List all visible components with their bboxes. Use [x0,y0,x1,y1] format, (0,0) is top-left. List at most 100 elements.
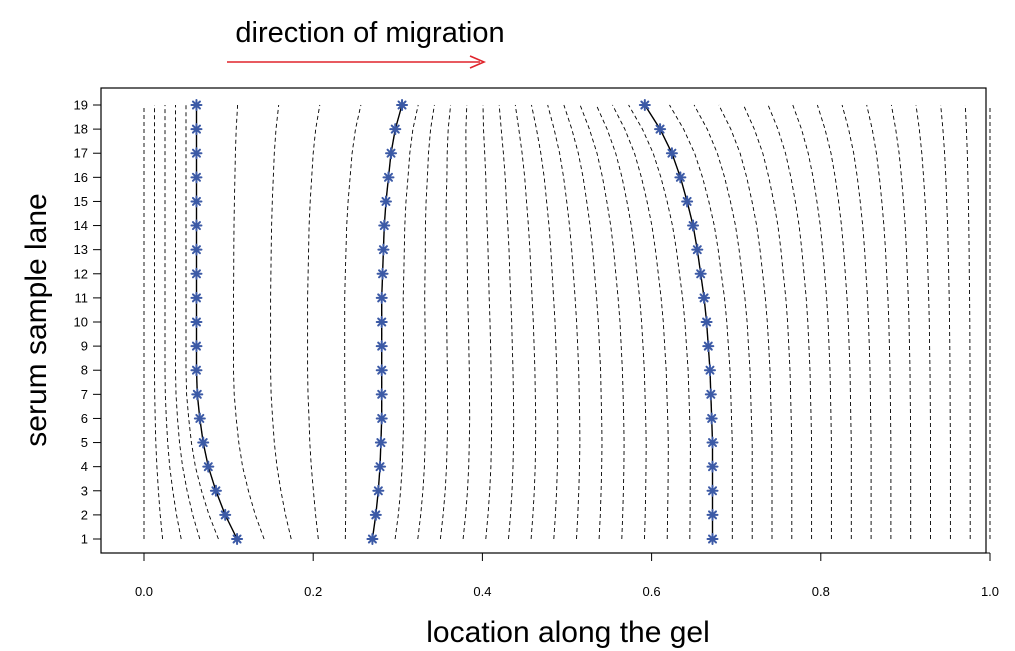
dashed-curve [175,105,201,540]
data-point-marker [375,388,388,401]
data-point-marker [190,364,203,377]
data-point-marker [191,388,204,401]
dashed-curve [547,104,581,540]
dashed-curve [185,105,219,540]
y-tick-label: 8 [81,363,88,378]
dashed-curve [940,104,951,539]
data-point-marker [193,412,206,425]
y-tick-label: 6 [81,411,88,426]
y-axis-title: serum sample lane [20,193,53,446]
series-1 [190,99,244,545]
dashed-curve [196,105,238,540]
x-axis: 0.0 0.2 0.4 0.6 0.8 1.0 [135,552,999,599]
dashed-curve [417,104,435,540]
data-point-marker [190,291,203,304]
dashed-curve [964,104,971,539]
y-tick-label: 15 [74,194,88,209]
data-point-marker [376,267,389,280]
dashed-curve [270,104,292,540]
data-point-marker [366,533,379,545]
dashed-curve [718,104,773,539]
dashed-curve [890,104,912,539]
x-tick-label: 1.0 [981,584,999,599]
data-point-marker [703,364,716,377]
data-point-marker [375,316,388,328]
dashed-curve [531,104,559,540]
y-tick-label: 14 [74,218,88,233]
data-point-marker [375,291,388,304]
data-point-marker [190,219,203,232]
y-tick-label: 9 [81,339,88,354]
data-point-marker [674,171,687,184]
y-tick-label: 17 [74,146,88,161]
y-tick-label: 7 [81,387,88,402]
data-point-marker [706,436,719,449]
data-point-marker [190,195,203,208]
data-point-marker [706,484,719,497]
dashed-curve [767,104,813,539]
y-tick-label: 10 [74,315,88,330]
data-point-marker [396,99,409,111]
data-point-marker [190,243,203,256]
plot-frame [100,87,987,554]
y-tick-label: 13 [74,242,88,257]
y-tick-label: 11 [75,290,89,305]
dashed-curve [792,104,832,539]
dashed-curve [154,105,164,540]
dashed-curve [462,104,471,540]
dashed-curve [579,104,625,540]
dashed-curve [394,104,419,540]
migration-arrow-head [469,55,487,69]
x-axis-title: location along the gel [426,616,710,649]
data-point-marker [209,484,222,497]
data-point-marker [190,340,203,353]
x-tick-label: 0.4 [473,584,491,599]
dashed-curve [743,104,793,539]
dashed-curve [816,104,852,539]
y-tick-label: 1 [81,532,88,547]
data-point-marker [702,340,715,353]
data-point-marker [190,171,203,184]
dashed-curve [439,104,452,540]
y-tick-label: 3 [81,483,88,498]
dashed-curve [307,104,321,540]
data-point-marker [374,460,387,473]
data-point-marker [219,508,232,521]
migration-arrow [227,55,487,69]
series-layer [190,99,719,545]
y-tick-label: 18 [74,122,88,137]
data-point-marker [687,219,700,232]
dashed-curve [344,104,362,540]
x-tick-label: 0.0 [135,584,153,599]
data-point-marker [369,508,382,521]
y-tick-label: 12 [74,266,88,281]
data-point-marker [375,412,388,425]
data-point-marker [379,195,392,208]
data-point-marker [681,195,694,208]
data-point-marker [638,99,651,111]
series-3 [638,99,719,545]
dashed-curve [482,104,493,540]
data-point-marker [385,147,398,160]
data-point-marker [700,316,713,328]
data-point-marker [374,436,387,449]
data-point-marker [389,123,402,136]
dashed-curve [628,104,691,540]
chart-title: direction of migration [235,17,504,49]
data-point-marker [202,460,215,473]
dashed-curve [164,105,182,540]
data-point-marker [706,508,719,521]
data-point-marker [691,243,704,256]
x-tick-label: 0.6 [643,584,661,599]
dashed-curve [841,104,872,539]
dashed-curve [866,104,892,539]
data-point-marker [378,219,391,232]
y-tick-label: 16 [74,170,88,185]
y-tick-label: 4 [81,459,88,474]
data-point-marker [665,147,678,160]
dashed-curve [514,104,537,540]
dashed-curve [595,104,647,540]
data-point-marker [190,267,203,280]
